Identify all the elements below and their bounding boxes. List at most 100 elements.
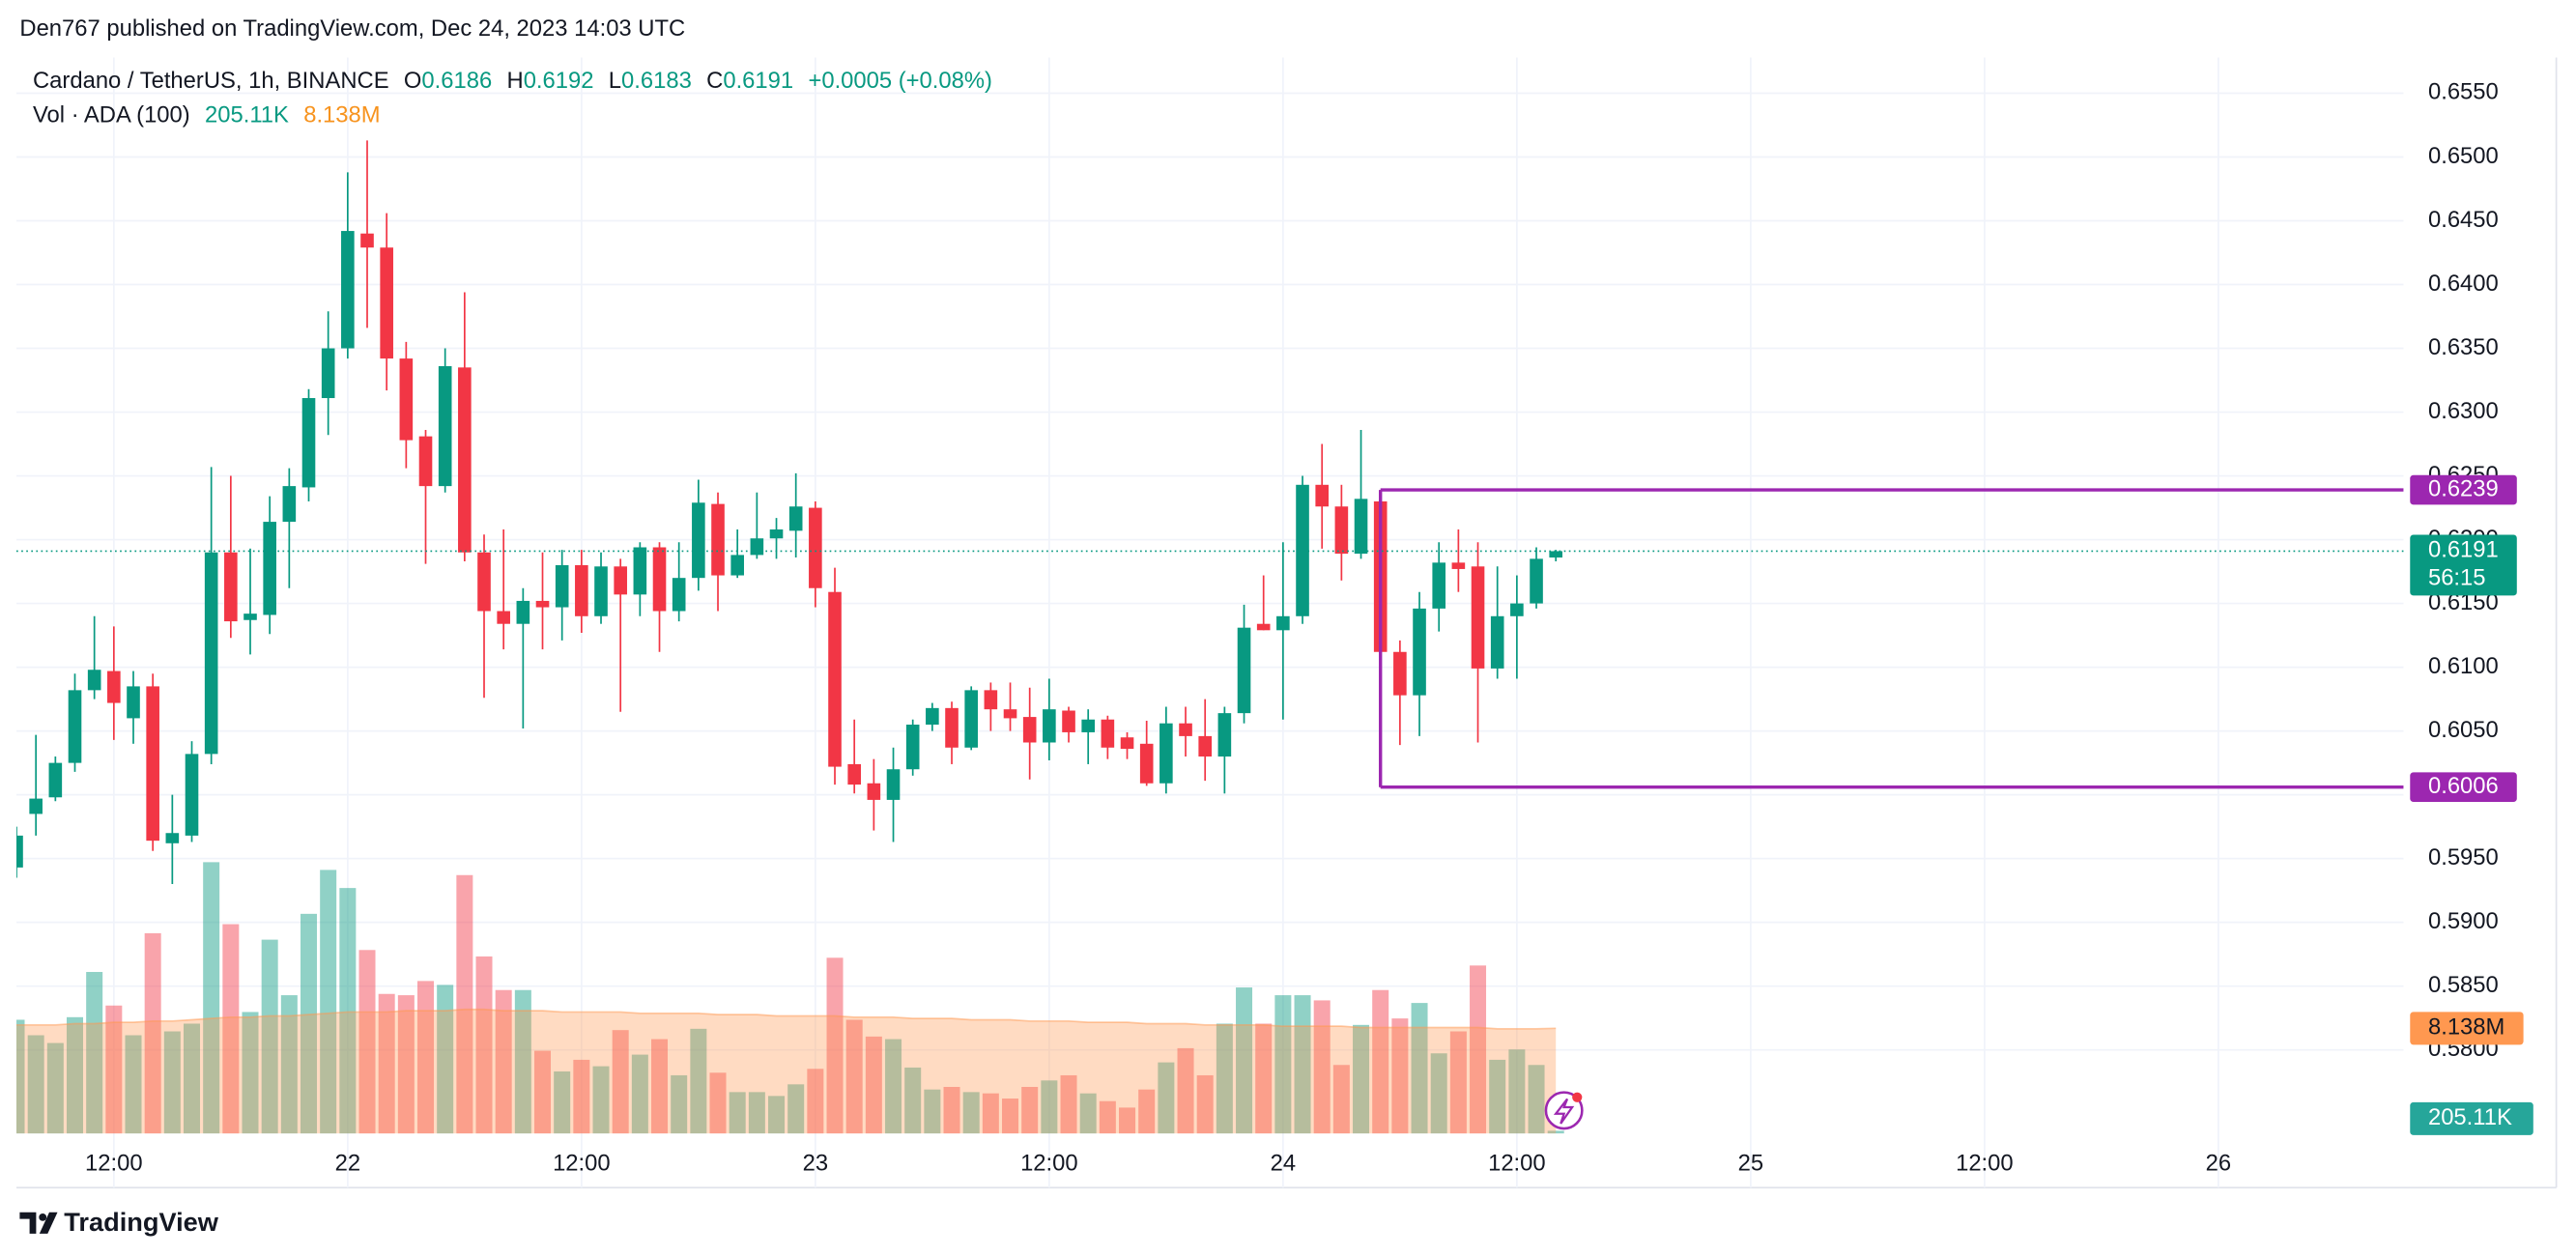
volume-bar	[1099, 1100, 1116, 1134]
volume-ma-label: 8.138M	[2428, 1014, 2504, 1041]
volume-bar	[768, 1096, 786, 1134]
candle-body	[1471, 566, 1485, 669]
volume-bar	[280, 995, 298, 1134]
candle-body	[380, 247, 393, 359]
x-tick-label: 23	[803, 1151, 828, 1177]
candle-body	[87, 670, 101, 691]
volume-bar	[1041, 1080, 1058, 1134]
volume-bar	[885, 1039, 902, 1134]
volume-bar	[1313, 1000, 1331, 1134]
candle-body	[1043, 709, 1056, 743]
candle-body	[1393, 651, 1407, 696]
volume-bar	[1528, 1065, 1545, 1134]
volume-bar	[242, 1012, 259, 1134]
y-tick-label: 0.6300	[2428, 398, 2499, 424]
low-value: 0.6183	[621, 68, 692, 94]
volume-bar	[320, 870, 337, 1134]
candle-body	[945, 707, 959, 748]
candle-body	[1549, 551, 1563, 558]
candle-body	[1530, 558, 1543, 604]
candle-body	[438, 366, 452, 487]
volume-ma-box	[2410, 1012, 2524, 1045]
candle-body	[1081, 719, 1095, 732]
brand: TradingView	[64, 1207, 218, 1237]
y-tick-label: 0.6500	[2428, 143, 2499, 169]
volume-bar	[1332, 1065, 1350, 1134]
candle-body	[750, 538, 764, 556]
candle-body	[594, 566, 608, 616]
volume-bar	[1391, 1018, 1409, 1134]
grid	[16, 57, 2404, 1188]
volume-bar	[1508, 1049, 1526, 1134]
volume-bar	[807, 1069, 824, 1134]
candle-body	[1510, 603, 1524, 616]
icon-dot[interactable]	[1572, 1092, 1583, 1102]
candle-body	[905, 725, 920, 770]
volume-bar	[982, 1093, 999, 1134]
candle-body	[1354, 499, 1368, 555]
logo-mark	[19, 1212, 37, 1234]
candle-body	[692, 502, 705, 579]
volume-bar	[1158, 1062, 1175, 1134]
candle-body	[555, 564, 569, 608]
x-tick-label: 26	[2206, 1151, 2231, 1177]
candle-body	[1432, 562, 1446, 609]
brand-logo	[19, 1212, 58, 1234]
icon-ring[interactable]	[1544, 1091, 1584, 1130]
volume-bar	[222, 924, 240, 1134]
candle-body	[575, 564, 588, 616]
volume-bar	[1021, 1086, 1039, 1134]
x-tick-label: 12:00	[1956, 1151, 2014, 1177]
high-value: 0.6192	[524, 68, 594, 94]
volume-bar	[1470, 965, 1487, 1134]
volume-bar	[748, 1092, 765, 1134]
replay-icon[interactable]	[1544, 1091, 1584, 1130]
candle-body	[107, 671, 121, 703]
volume-bar	[1119, 1107, 1136, 1134]
legend-ohlc: Cardano / TetherUS, 1h, BINANCE O0.6186 H0…	[33, 68, 992, 94]
candle-body	[1062, 710, 1075, 732]
candle-body	[1198, 735, 1212, 757]
candle-body	[1256, 623, 1271, 631]
volume-bar	[1060, 1074, 1077, 1134]
candle-body	[48, 762, 63, 798]
volume-bar	[690, 1028, 707, 1134]
volume-bar	[456, 874, 473, 1134]
volume-bar	[943, 1086, 960, 1134]
candle-body	[730, 555, 744, 576]
x-tick-label: 12:00	[85, 1151, 143, 1177]
volume-bar	[261, 939, 278, 1134]
volume-value: 205.11K	[205, 102, 289, 128]
ohlc-label: C	[706, 68, 723, 94]
candle-body	[399, 358, 414, 441]
candle-body	[1022, 717, 1037, 743]
logo-dot	[39, 1213, 47, 1221]
icon-bolt[interactable]	[1553, 1098, 1575, 1125]
volume-bar	[1177, 1047, 1194, 1134]
volume-bar	[1294, 995, 1311, 1134]
volume-bar	[1216, 1023, 1233, 1134]
candle-body	[243, 614, 257, 620]
y-tick-label: 0.6550	[2428, 79, 2499, 105]
y-tick-label: 0.5850	[2428, 972, 2499, 998]
candle-body	[497, 611, 510, 624]
volume-ma-value: 8.138M	[303, 102, 380, 128]
candle-body	[516, 600, 530, 624]
x-tick-label: 25	[1738, 1151, 1763, 1177]
candle-body	[1003, 709, 1017, 719]
volume-bar	[826, 957, 844, 1134]
candle-body	[458, 367, 472, 553]
candle-body	[828, 591, 842, 767]
candle-body	[477, 552, 491, 612]
volume-bar	[904, 1067, 922, 1134]
candle-body	[127, 686, 140, 719]
candle-body	[535, 600, 550, 608]
candle-body	[204, 552, 218, 755]
volume-bar	[534, 1050, 552, 1134]
candle-body	[418, 436, 433, 487]
current-price-box	[2410, 534, 2517, 596]
y-tick-label: 0.5900	[2428, 908, 2499, 934]
volume-bar	[27, 1035, 44, 1134]
